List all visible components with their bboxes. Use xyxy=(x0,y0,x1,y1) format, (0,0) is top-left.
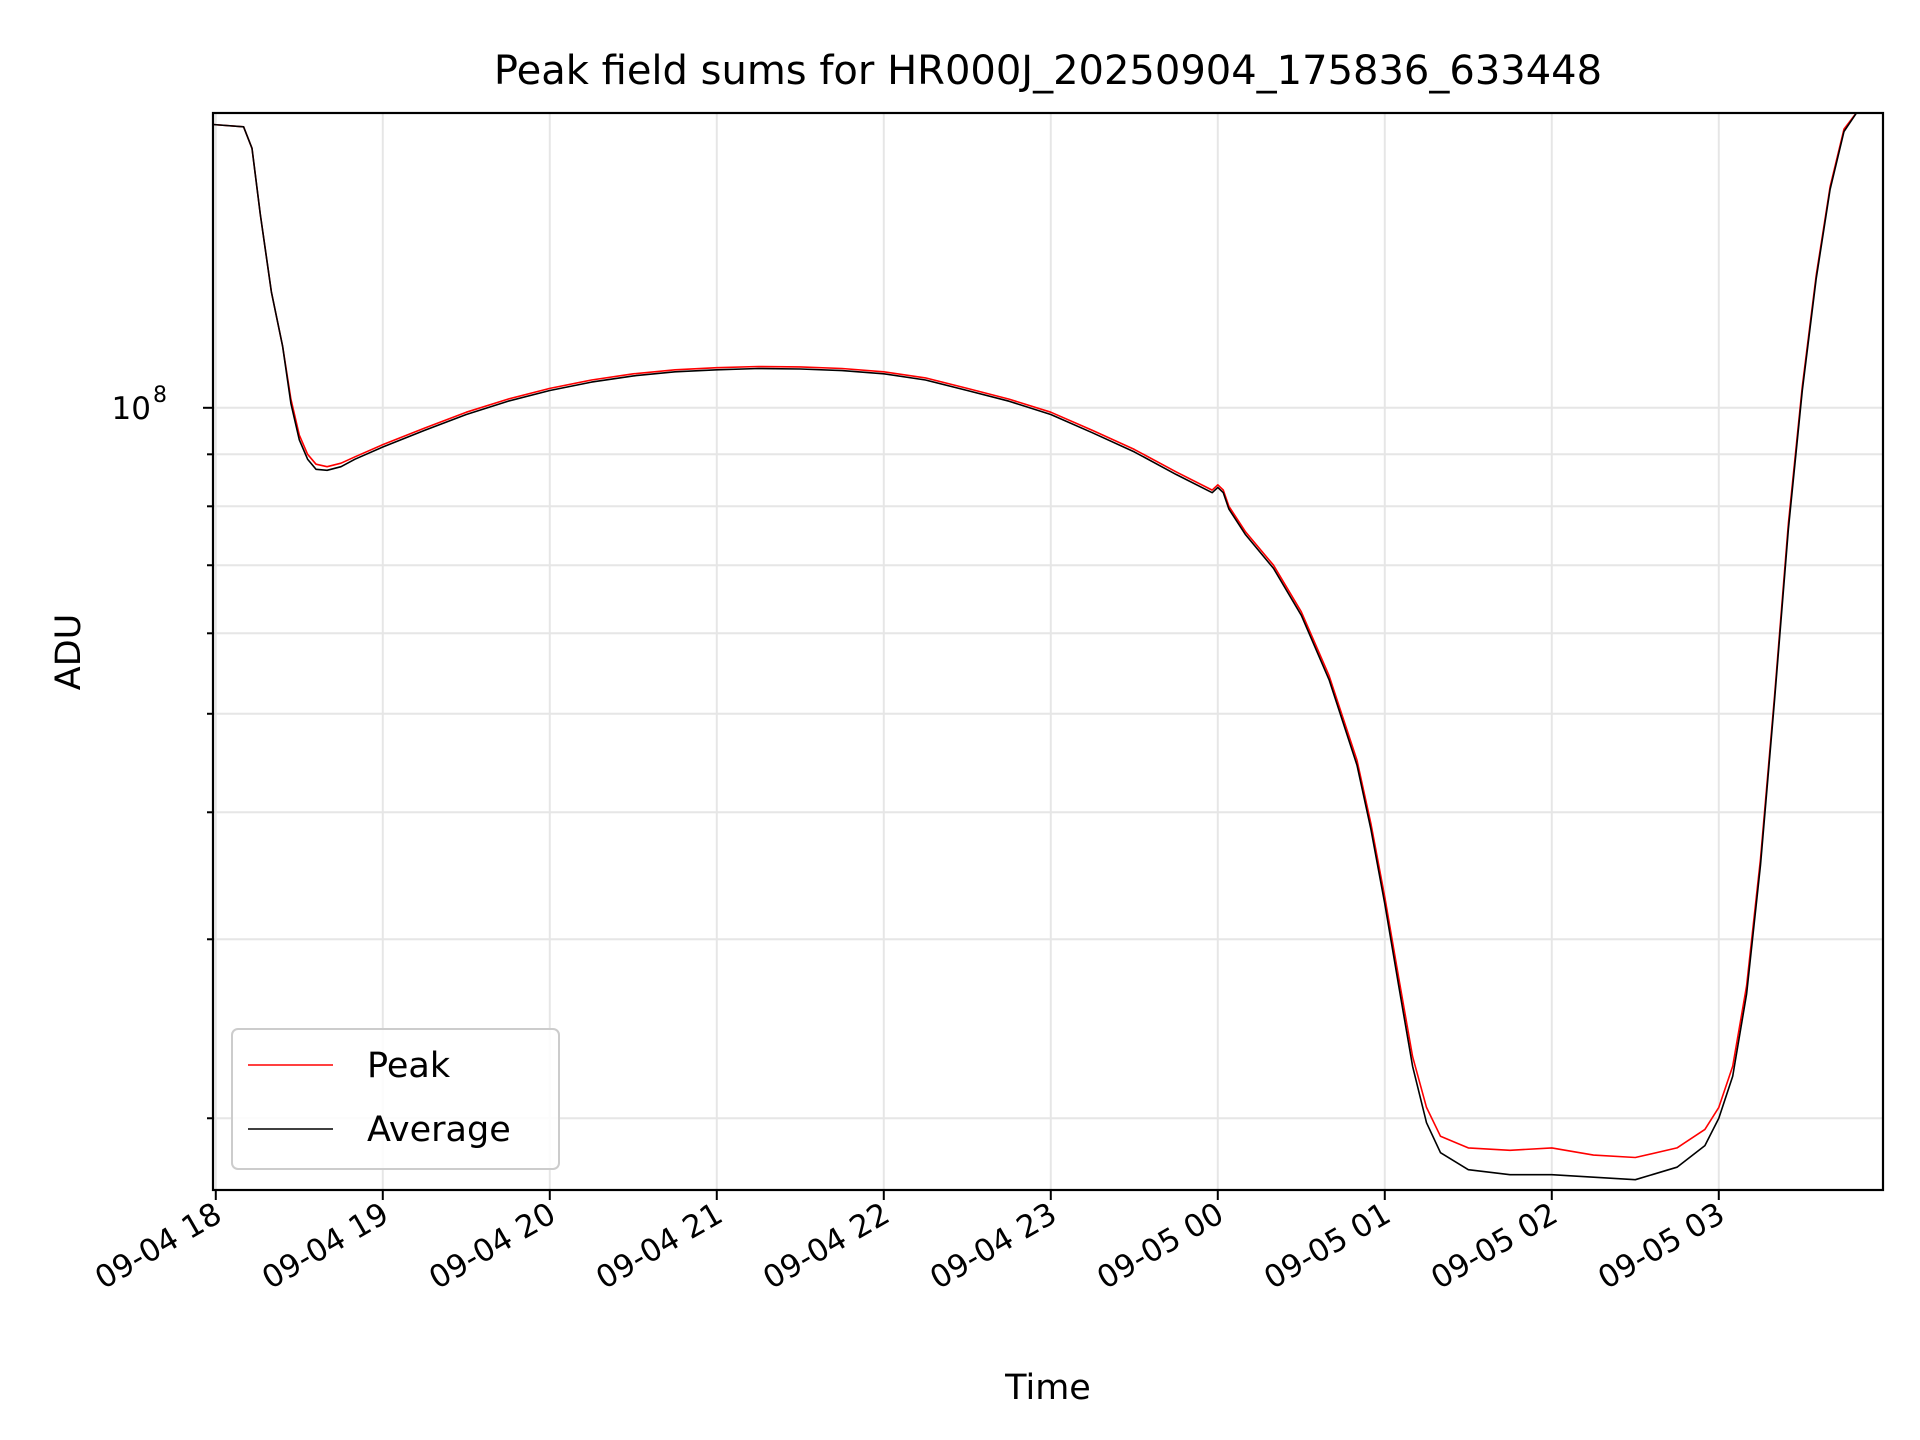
series-line-average xyxy=(213,113,1858,1181)
x-tick-label: 09-04 23 xyxy=(924,1196,1063,1297)
x-axis: 09-04 18 09-04 19 09-04 20 09-04 21 09-04 22… xyxy=(89,1190,1731,1297)
x-tick-label: 09-05 00 xyxy=(1091,1196,1230,1297)
y-tick-label-exponent: 8 xyxy=(153,383,167,408)
y-tick-label-base: 10 xyxy=(112,391,151,427)
x-tick-label: 09-04 22 xyxy=(757,1196,896,1297)
x-tick-label: 09-04 18 xyxy=(89,1196,228,1297)
x-tick-label: 09-04 20 xyxy=(423,1196,562,1297)
chart-title: Peak field sums for HR000J_20250904_1758… xyxy=(494,48,1602,94)
x-tick-label: 09-05 03 xyxy=(1592,1196,1731,1297)
legend-label-peak: Peak xyxy=(367,1046,451,1086)
x-tick-label: 09-04 21 xyxy=(590,1196,729,1297)
legend: Peak Average xyxy=(231,1028,560,1170)
series-line-peak xyxy=(213,113,1858,1159)
legend-box xyxy=(231,1028,560,1170)
plot-frame xyxy=(211,111,1885,1192)
legend-label-average: Average xyxy=(367,1110,511,1150)
x-tick-label: 09-04 19 xyxy=(256,1196,395,1297)
x-axis-label: Time xyxy=(1004,1368,1091,1408)
x-tick-label: 09-05 01 xyxy=(1258,1196,1397,1297)
x-tick-label: 09-05 02 xyxy=(1425,1196,1564,1297)
y-axis-label: ADU xyxy=(49,614,89,691)
y-axis: 10 8 xyxy=(112,383,213,1120)
plot-area xyxy=(213,113,1858,1181)
